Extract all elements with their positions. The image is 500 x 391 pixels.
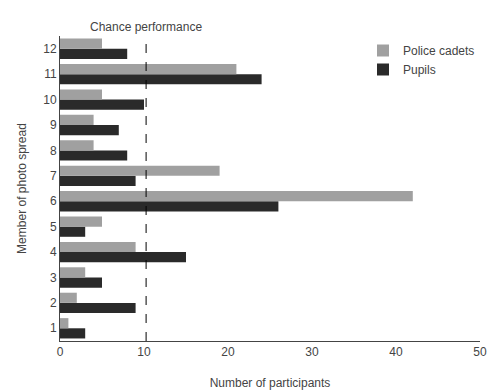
svg-text:Police cadets: Police cadets — [403, 44, 474, 58]
svg-text:4: 4 — [50, 245, 57, 259]
svg-text:Number of participants: Number of participants — [210, 376, 331, 390]
svg-text:8: 8 — [50, 144, 57, 158]
svg-text:Member of photo spread: Member of photo spread — [15, 123, 29, 254]
svg-text:10: 10 — [43, 93, 57, 107]
svg-text:1: 1 — [50, 321, 57, 335]
svg-text:12: 12 — [43, 42, 57, 56]
svg-text:40: 40 — [389, 345, 403, 359]
svg-text:10: 10 — [137, 345, 151, 359]
svg-text:20: 20 — [221, 345, 235, 359]
svg-text:0: 0 — [57, 345, 64, 359]
svg-text:2: 2 — [50, 296, 57, 310]
svg-text:50: 50 — [473, 345, 487, 359]
svg-text:11: 11 — [44, 67, 57, 81]
svg-text:30: 30 — [305, 345, 319, 359]
svg-text:3: 3 — [50, 271, 57, 285]
svg-text:7: 7 — [50, 169, 57, 183]
svg-text:Chance performance: Chance performance — [90, 20, 202, 34]
svg-text:6: 6 — [50, 194, 57, 208]
svg-text:9: 9 — [50, 118, 57, 132]
svg-text:Pupils: Pupils — [403, 63, 436, 77]
svg-text:5: 5 — [50, 220, 57, 234]
